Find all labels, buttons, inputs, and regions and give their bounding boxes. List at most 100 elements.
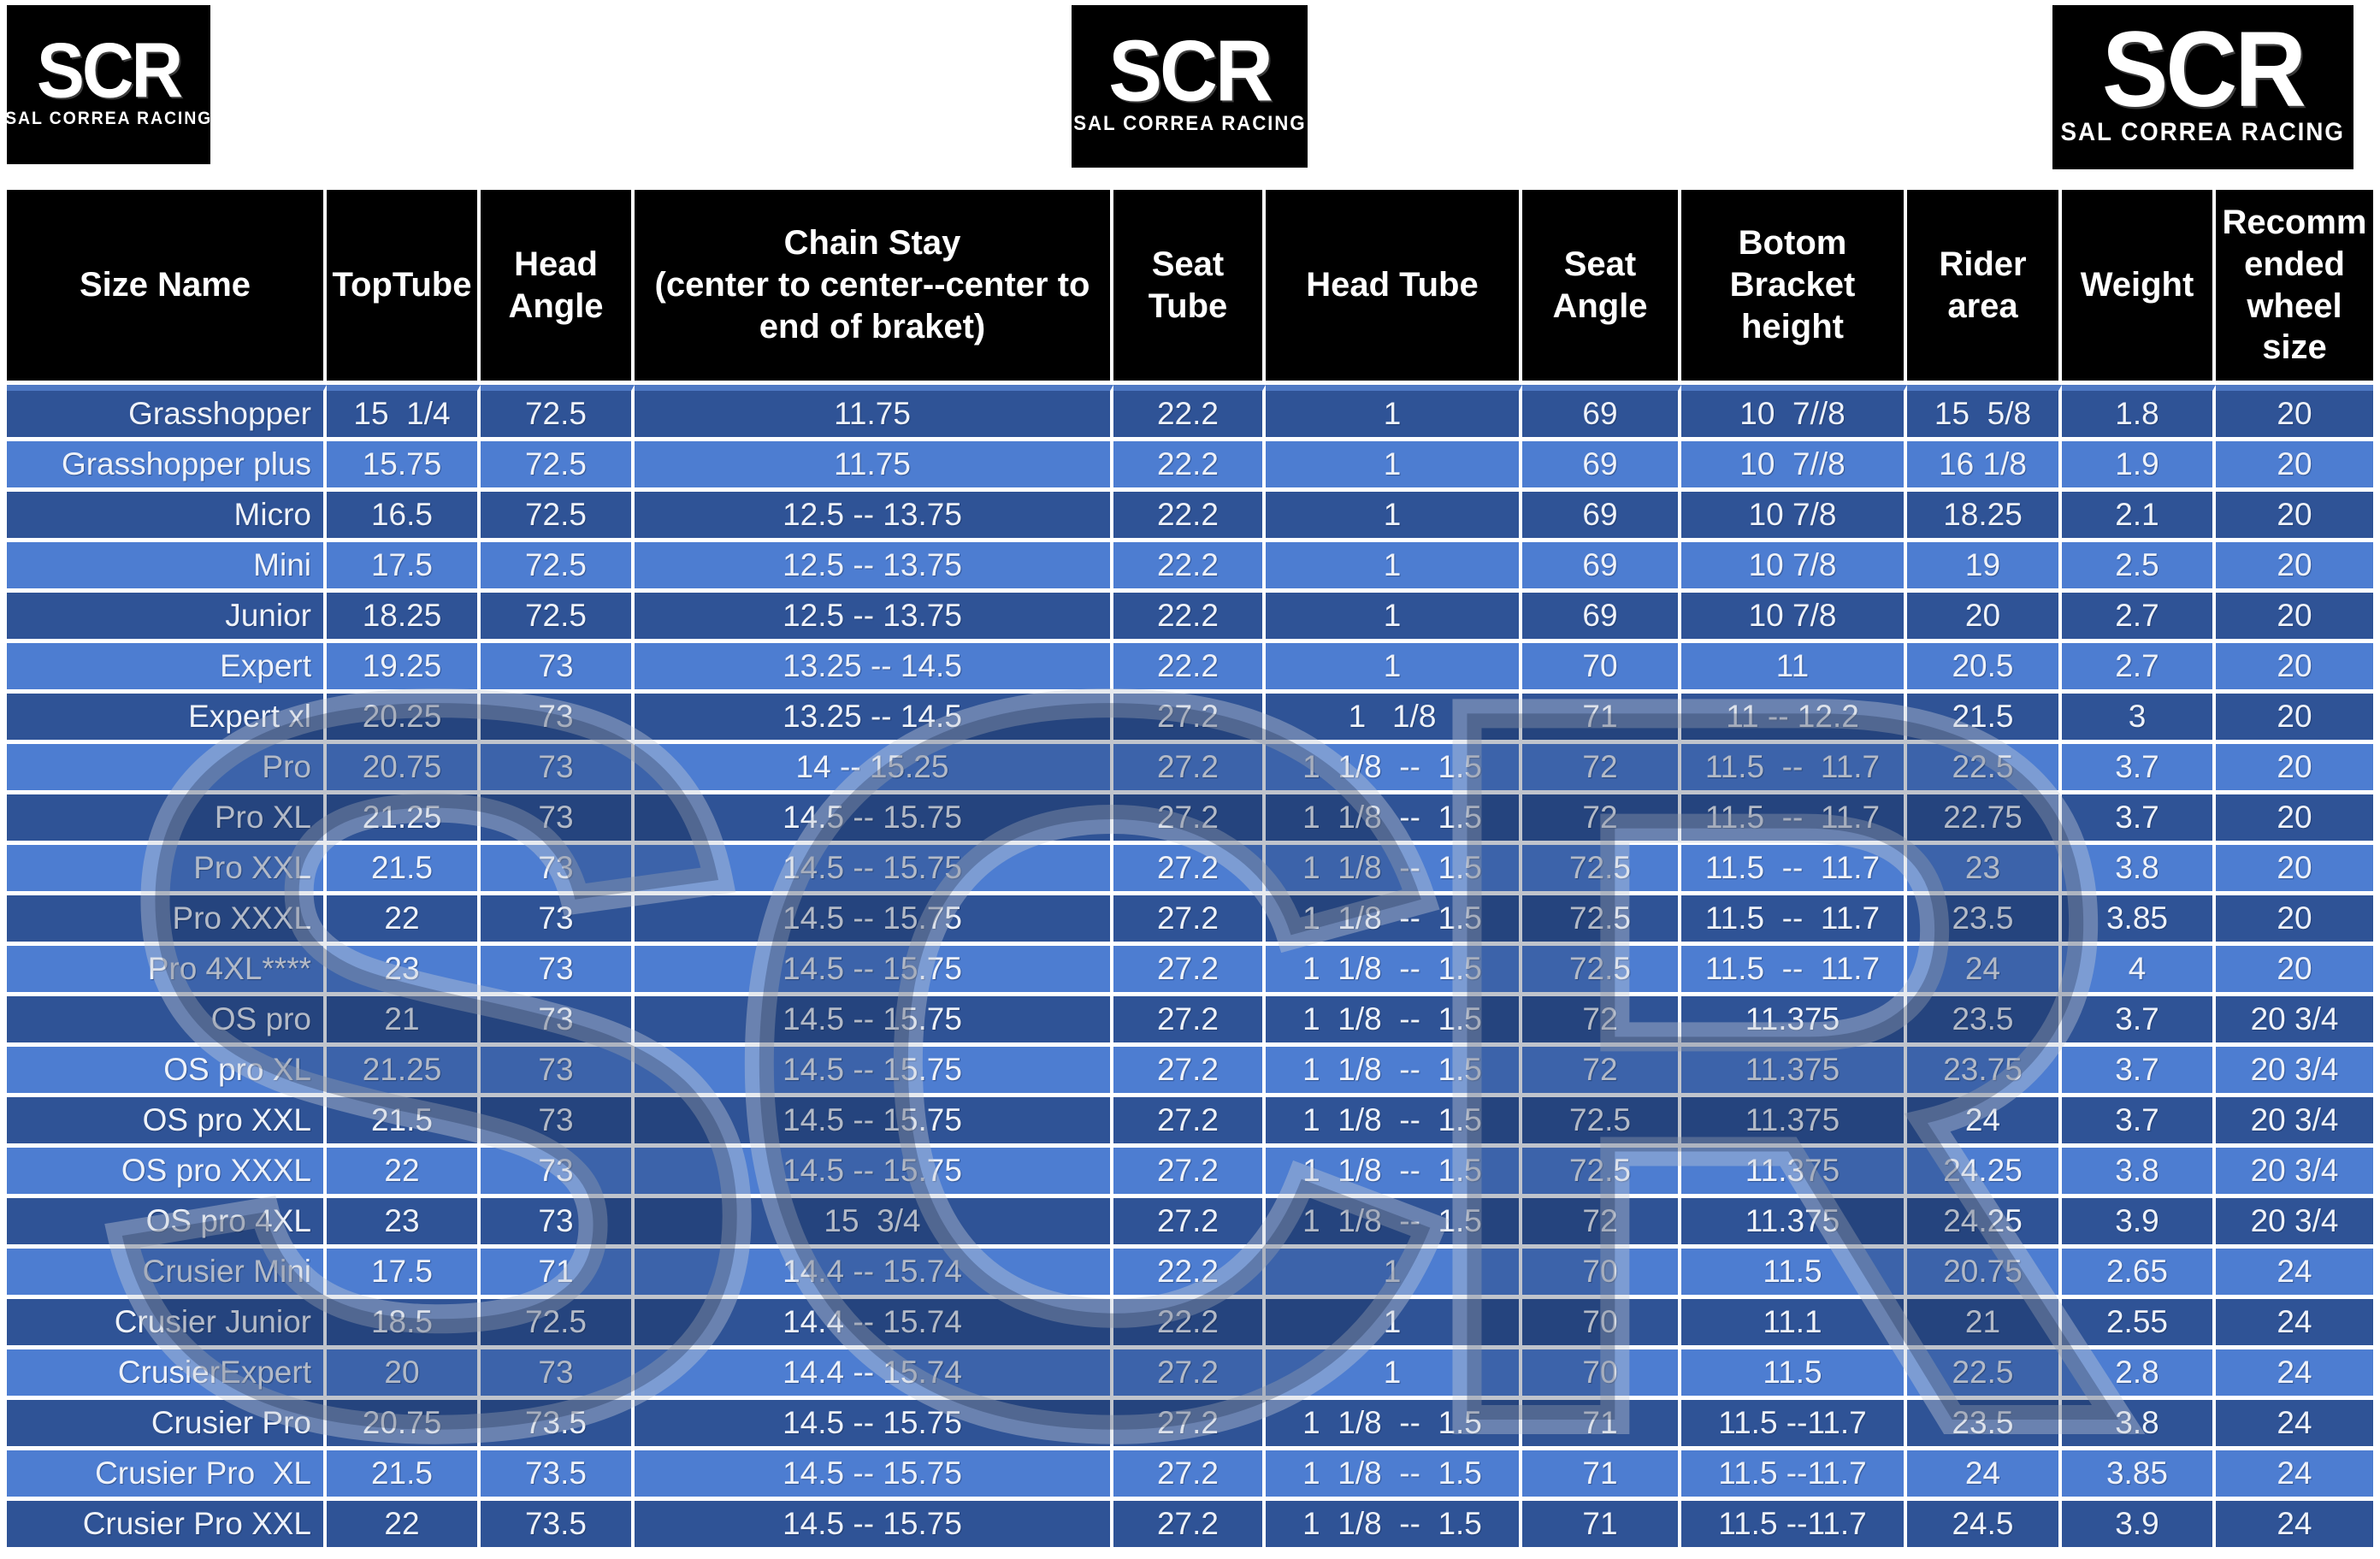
cell-size_name: Crusier Junior [7, 1299, 327, 1349]
table-row: Crusier Pro XL 21.5 73.5 14.5 -- 15.75 27.2 1… [7, 1450, 2373, 1501]
table-row: Crusier Pro XXL 22 73.5 14.5 -- 15.75 27.2 1 … [7, 1501, 2373, 1551]
cell-top_tube: 18.5 [327, 1299, 481, 1349]
cell-size_name: Pro 4XL**** [7, 946, 327, 996]
cell-wheel_size: 20 [2216, 492, 2373, 542]
cell-seat_tube: 27.2 [1113, 744, 1266, 794]
cell-head_tube: 1 1/8 -- 1.5 [1266, 1501, 1522, 1551]
cell-rider_area: 20.5 [1907, 643, 2062, 694]
table-row: Mini 17.5 72.5 12.5 -- 13.75 22.2 1 69 10 7/8 19… [7, 542, 2373, 593]
table-body: Grasshopper 15 1/4 72.5 11.75 22.2 1 69 10 7//8… [7, 385, 2373, 1551]
cell-top_tube: 21.5 [327, 1450, 481, 1501]
cell-head_tube: 1 1/8 -- 1.5 [1266, 1148, 1522, 1198]
cell-head_angle: 73.5 [481, 1400, 635, 1450]
scr-logo-icon: SCR [1108, 21, 1273, 120]
cell-weight: 2.7 [2062, 643, 2216, 694]
cell-head_angle: 72.5 [481, 1299, 635, 1349]
cell-weight: 3.85 [2062, 1450, 2216, 1501]
cell-top_tube: 20.75 [327, 744, 481, 794]
cell-chain_stay: 12.5 -- 13.75 [635, 542, 1113, 593]
column-header-chain_stay: Chain Stay (center to center--center to … [635, 190, 1113, 385]
cell-size_name: Expert xl [7, 694, 327, 744]
cell-size_name: Mini [7, 542, 327, 593]
cell-head_angle: 72.5 [481, 593, 635, 643]
table-row: Grasshopper 15 1/4 72.5 11.75 22.2 1 69 10 7//8… [7, 385, 2373, 441]
cell-top_tube: 23 [327, 1198, 481, 1249]
cell-weight: 3.7 [2062, 744, 2216, 794]
cell-head_tube: 1 1/8 -- 1.5 [1266, 744, 1522, 794]
cell-seat_angle: 70 [1522, 1349, 1681, 1400]
cell-weight: 1.9 [2062, 441, 2216, 492]
cell-weight: 3.8 [2062, 1400, 2216, 1450]
column-header-head_tube: Head Tube [1266, 190, 1522, 385]
cell-size_name: Crusier Pro [7, 1400, 327, 1450]
cell-seat_tube: 22.2 [1113, 1249, 1266, 1299]
cell-head_angle: 73 [481, 1148, 635, 1198]
cell-top_tube: 15.75 [327, 441, 481, 492]
column-header-bottom_bracket_height: Botom Bracket height [1681, 190, 1907, 385]
cell-chain_stay: 14.5 -- 15.75 [635, 1148, 1113, 1198]
cell-seat_angle: 72.5 [1522, 1097, 1681, 1148]
table-row: OS pro 4XL 23 73 15 3/4 27.2 1 1/8 -- 1.5 72 11… [7, 1198, 2373, 1249]
cell-head_tube: 1 [1266, 385, 1522, 441]
cell-size_name: Pro [7, 744, 327, 794]
cell-seat_tube: 22.2 [1113, 441, 1266, 492]
cell-weight: 3.7 [2062, 794, 2216, 845]
cell-rider_area: 22.75 [1907, 794, 2062, 845]
scr-logo-icon: SCR [36, 27, 183, 115]
cell-weight: 3 [2062, 694, 2216, 744]
cell-chain_stay: 14.4 -- 15.74 [635, 1299, 1113, 1349]
cell-weight: 2.1 [2062, 492, 2216, 542]
scr-logo-icon: SCR [2102, 9, 2306, 129]
cell-bottom_bracket_height: 10 7//8 [1681, 441, 1907, 492]
cell-head_angle: 72.5 [481, 385, 635, 441]
cell-wheel_size: 24 [2216, 1249, 2373, 1299]
table-row: Pro 20.75 73 14 -- 15.25 27.2 1 1/8 -- 1.5 72 1… [7, 744, 2373, 794]
cell-top_tube: 18.25 [327, 593, 481, 643]
cell-seat_tube: 22.2 [1113, 492, 1266, 542]
cell-weight: 3.8 [2062, 1148, 2216, 1198]
cell-weight: 2.8 [2062, 1349, 2216, 1400]
cell-seat_angle: 72 [1522, 1198, 1681, 1249]
cell-bottom_bracket_height: 11.375 [1681, 1097, 1907, 1148]
cell-wheel_size: 24 [2216, 1501, 2373, 1551]
table-row: Crusier Pro 20.75 73.5 14.5 -- 15.75 27.2 1 1… [7, 1400, 2373, 1450]
cell-chain_stay: 14.5 -- 15.75 [635, 895, 1113, 946]
cell-bottom_bracket_height: 11.5 --11.7 [1681, 1400, 1907, 1450]
cell-seat_angle: 72.5 [1522, 1148, 1681, 1198]
cell-wheel_size: 20 [2216, 593, 2373, 643]
cell-weight: 3.7 [2062, 996, 2216, 1047]
cell-bottom_bracket_height: 10 7/8 [1681, 492, 1907, 542]
cell-head_angle: 73 [481, 1198, 635, 1249]
cell-seat_angle: 69 [1522, 542, 1681, 593]
cell-rider_area: 20 [1907, 593, 2062, 643]
cell-bottom_bracket_height: 10 7//8 [1681, 385, 1907, 441]
cell-bottom_bracket_height: 11.5 -- 11.7 [1681, 744, 1907, 794]
cell-head_tube: 1 1/8 -- 1.5 [1266, 1198, 1522, 1249]
cell-chain_stay: 12.5 -- 13.75 [635, 593, 1113, 643]
table-header: Size Name TopTube Head Angle Chain Stay (ce… [7, 190, 2373, 385]
cell-seat_angle: 72 [1522, 794, 1681, 845]
cell-head_angle: 73 [481, 1349, 635, 1400]
cell-seat_angle: 72 [1522, 744, 1681, 794]
cell-weight: 3.7 [2062, 1047, 2216, 1097]
cell-top_tube: 17.5 [327, 1249, 481, 1299]
cell-weight: 3.85 [2062, 895, 2216, 946]
scr-logo-left: SCR SAL CORREA RACING [5, 5, 210, 164]
table-row: Pro XL 21.25 73 14.5 -- 15.75 27.2 1 1/8 -- 1… [7, 794, 2373, 845]
cell-rider_area: 24 [1907, 1450, 2062, 1501]
cell-rider_area: 21.5 [1907, 694, 2062, 744]
cell-wheel_size: 24 [2216, 1349, 2373, 1400]
cell-seat_tube: 27.2 [1113, 1400, 1266, 1450]
cell-rider_area: 23.5 [1907, 996, 2062, 1047]
cell-chain_stay: 13.25 -- 14.5 [635, 643, 1113, 694]
cell-seat_tube: 27.2 [1113, 794, 1266, 845]
cell-head_tube: 1 1/8 -- 1.5 [1266, 946, 1522, 996]
cell-bottom_bracket_height: 11.5 -- 11.7 [1681, 946, 1907, 996]
cell-bottom_bracket_height: 11.5 -- 11.7 [1681, 895, 1907, 946]
table-row: OS pro XXL 21.5 73 14.5 -- 15.75 27.2 1 1/8 -… [7, 1097, 2373, 1148]
table-row: Junior 18.25 72.5 12.5 -- 13.75 22.2 1 69 10 7/… [7, 593, 2373, 643]
cell-head_tube: 1 1/8 [1266, 694, 1522, 744]
cell-top_tube: 22 [327, 1148, 481, 1198]
cell-seat_angle: 71 [1522, 1450, 1681, 1501]
